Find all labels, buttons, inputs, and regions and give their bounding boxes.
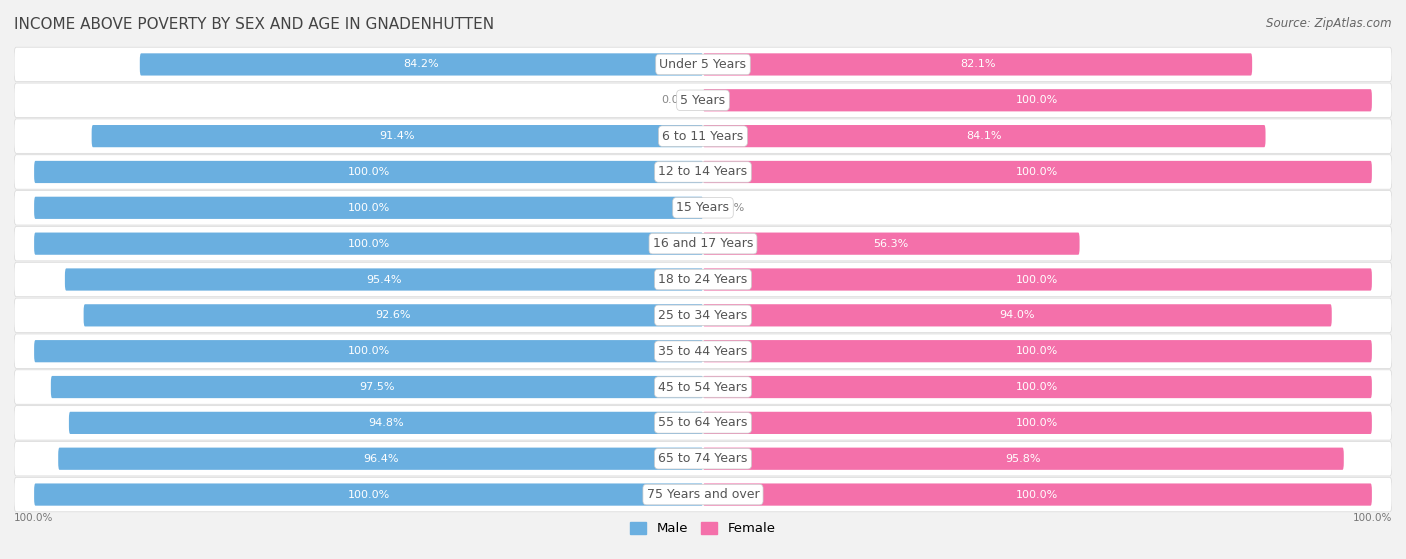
Text: Under 5 Years: Under 5 Years — [659, 58, 747, 71]
FancyBboxPatch shape — [14, 47, 1392, 82]
Text: 0.0%: 0.0% — [661, 95, 689, 105]
Text: 16 and 17 Years: 16 and 17 Years — [652, 237, 754, 250]
FancyBboxPatch shape — [703, 53, 1253, 75]
FancyBboxPatch shape — [703, 448, 1344, 470]
FancyBboxPatch shape — [65, 268, 703, 291]
Text: 91.4%: 91.4% — [380, 131, 415, 141]
Text: 5 Years: 5 Years — [681, 94, 725, 107]
Text: 100.0%: 100.0% — [1017, 95, 1059, 105]
Text: 84.1%: 84.1% — [966, 131, 1002, 141]
FancyBboxPatch shape — [14, 298, 1392, 333]
FancyBboxPatch shape — [14, 370, 1392, 404]
Text: 84.2%: 84.2% — [404, 59, 439, 69]
FancyBboxPatch shape — [703, 304, 1331, 326]
Text: 100.0%: 100.0% — [347, 167, 389, 177]
Text: 94.8%: 94.8% — [368, 418, 404, 428]
FancyBboxPatch shape — [703, 484, 1372, 506]
Text: 65 to 74 Years: 65 to 74 Years — [658, 452, 748, 465]
Text: 12 to 14 Years: 12 to 14 Years — [658, 165, 748, 178]
Text: 18 to 24 Years: 18 to 24 Years — [658, 273, 748, 286]
Text: 100.0%: 100.0% — [347, 203, 389, 213]
FancyBboxPatch shape — [703, 125, 1265, 147]
Text: 35 to 44 Years: 35 to 44 Years — [658, 345, 748, 358]
FancyBboxPatch shape — [14, 334, 1392, 368]
FancyBboxPatch shape — [34, 161, 703, 183]
Text: 100.0%: 100.0% — [1017, 418, 1059, 428]
FancyBboxPatch shape — [14, 191, 1392, 225]
Text: Source: ZipAtlas.com: Source: ZipAtlas.com — [1267, 17, 1392, 30]
FancyBboxPatch shape — [703, 233, 1080, 255]
Text: 95.8%: 95.8% — [1005, 454, 1040, 464]
Legend: Male, Female: Male, Female — [626, 517, 780, 541]
Text: 45 to 54 Years: 45 to 54 Years — [658, 381, 748, 394]
FancyBboxPatch shape — [91, 125, 703, 147]
FancyBboxPatch shape — [58, 448, 703, 470]
FancyBboxPatch shape — [14, 406, 1392, 440]
Text: 25 to 34 Years: 25 to 34 Years — [658, 309, 748, 322]
FancyBboxPatch shape — [703, 412, 1372, 434]
Text: 100.0%: 100.0% — [1017, 382, 1059, 392]
FancyBboxPatch shape — [34, 197, 703, 219]
Text: 95.4%: 95.4% — [366, 274, 402, 285]
FancyBboxPatch shape — [14, 442, 1392, 476]
Text: 97.5%: 97.5% — [359, 382, 395, 392]
FancyBboxPatch shape — [14, 226, 1392, 261]
FancyBboxPatch shape — [34, 233, 703, 255]
FancyBboxPatch shape — [14, 477, 1392, 512]
Text: 82.1%: 82.1% — [960, 59, 995, 69]
Text: INCOME ABOVE POVERTY BY SEX AND AGE IN GNADENHUTTEN: INCOME ABOVE POVERTY BY SEX AND AGE IN G… — [14, 17, 494, 32]
Text: 55 to 64 Years: 55 to 64 Years — [658, 416, 748, 429]
Text: 96.4%: 96.4% — [363, 454, 398, 464]
FancyBboxPatch shape — [51, 376, 703, 398]
Text: 75 Years and over: 75 Years and over — [647, 488, 759, 501]
Text: 94.0%: 94.0% — [1000, 310, 1035, 320]
Text: 100.0%: 100.0% — [347, 239, 389, 249]
FancyBboxPatch shape — [69, 412, 703, 434]
FancyBboxPatch shape — [34, 340, 703, 362]
Text: 0.0%: 0.0% — [717, 203, 745, 213]
Text: 100.0%: 100.0% — [347, 490, 389, 500]
Text: 92.6%: 92.6% — [375, 310, 411, 320]
Text: 100.0%: 100.0% — [1017, 490, 1059, 500]
FancyBboxPatch shape — [703, 89, 1372, 111]
Text: 15 Years: 15 Years — [676, 201, 730, 214]
FancyBboxPatch shape — [14, 83, 1392, 117]
FancyBboxPatch shape — [14, 119, 1392, 153]
FancyBboxPatch shape — [703, 161, 1372, 183]
FancyBboxPatch shape — [703, 340, 1372, 362]
FancyBboxPatch shape — [14, 155, 1392, 189]
Text: 56.3%: 56.3% — [873, 239, 908, 249]
FancyBboxPatch shape — [139, 53, 703, 75]
FancyBboxPatch shape — [703, 268, 1372, 291]
Text: 100.0%: 100.0% — [1353, 513, 1392, 523]
FancyBboxPatch shape — [83, 304, 703, 326]
FancyBboxPatch shape — [34, 484, 703, 506]
FancyBboxPatch shape — [703, 376, 1372, 398]
Text: 100.0%: 100.0% — [14, 513, 53, 523]
Text: 100.0%: 100.0% — [1017, 274, 1059, 285]
Text: 100.0%: 100.0% — [1017, 346, 1059, 356]
Text: 100.0%: 100.0% — [1017, 167, 1059, 177]
Text: 100.0%: 100.0% — [347, 346, 389, 356]
FancyBboxPatch shape — [14, 262, 1392, 297]
Text: 6 to 11 Years: 6 to 11 Years — [662, 130, 744, 143]
